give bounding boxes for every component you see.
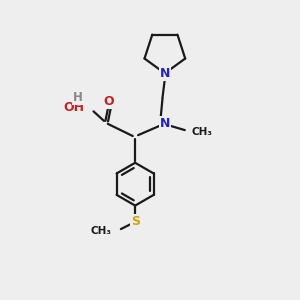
Text: S: S (130, 215, 140, 228)
Text: N: N (160, 117, 170, 130)
Text: H: H (73, 91, 83, 104)
Text: CH₃: CH₃ (91, 226, 112, 236)
Text: O: O (104, 95, 114, 108)
Text: N: N (160, 67, 170, 80)
Text: OH: OH (63, 101, 84, 114)
Text: CH₃: CH₃ (192, 127, 213, 136)
